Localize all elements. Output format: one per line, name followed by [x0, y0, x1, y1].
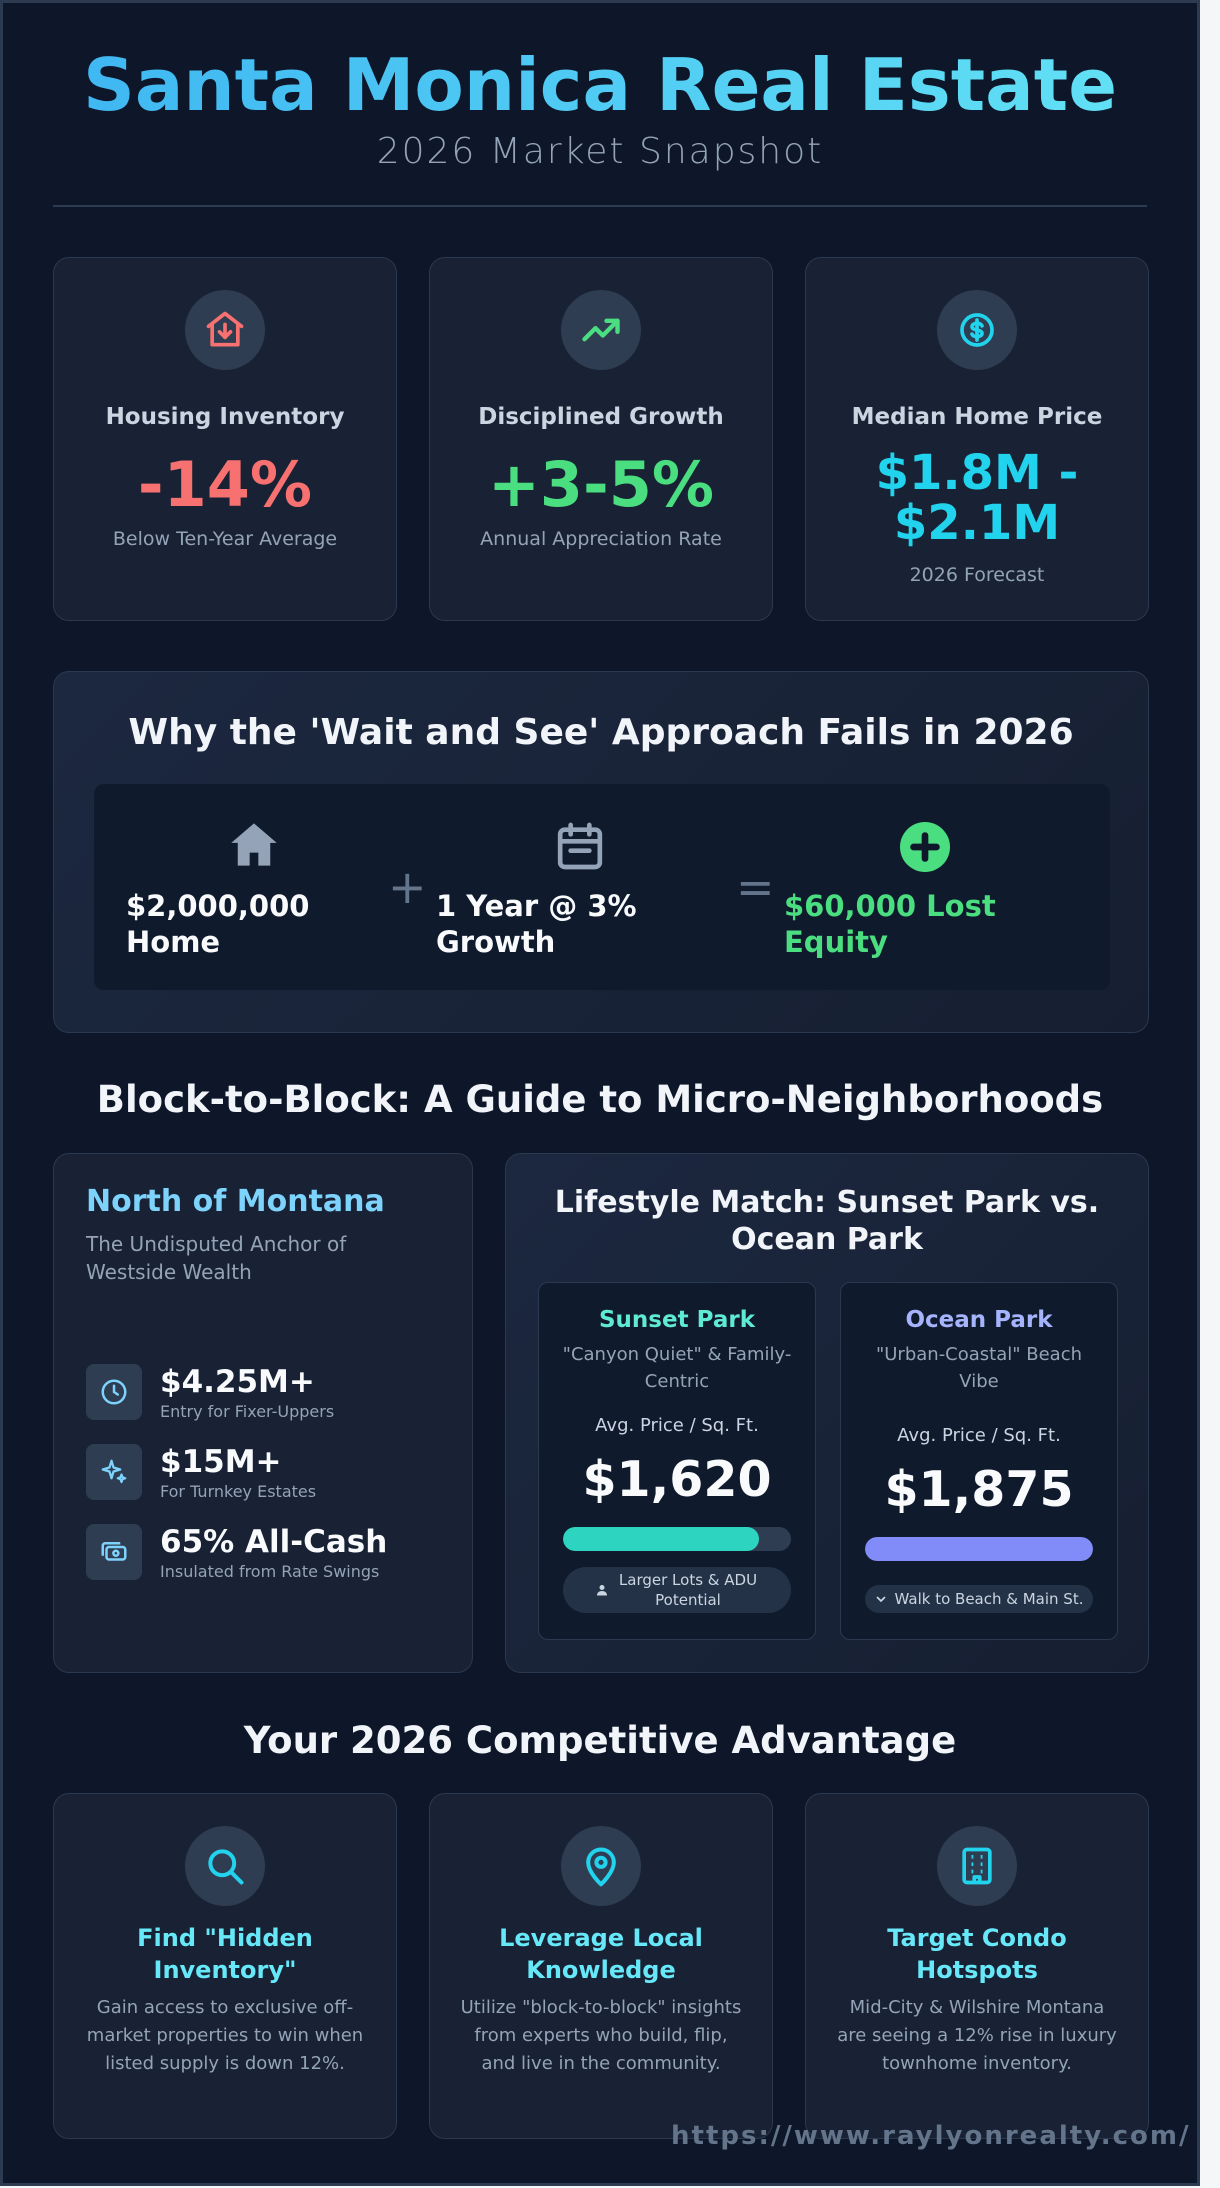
- avg-price-label: Avg. Price / Sq. Ft.: [897, 1425, 1061, 1446]
- lifestyle-title: Lifestyle Match: Sunset Park vs. Ocean P…: [554, 1185, 1100, 1257]
- stat-label: Median Home Price: [851, 404, 1103, 430]
- plus-circle-icon: [900, 822, 950, 876]
- stat-desc: Entry for Fixer-Uppers: [160, 1402, 335, 1421]
- advantage-desc: Mid-City & Wilshire Montana are seeing a…: [837, 1997, 1117, 2074]
- feature-pill: Larger Lots & ADU Potential: [563, 1567, 791, 1613]
- neighborhood-tagline: "Urban-Coastal" Beach Vibe: [875, 1344, 1083, 1392]
- stat-sub: Below Ten-Year Average: [112, 528, 338, 550]
- page-title: Santa Monica Real Estate: [3, 43, 1197, 127]
- advantage-desc: Gain access to exclusive off-market prop…: [86, 1997, 364, 2074]
- price-bar: [865, 1537, 1093, 1561]
- advantage-card-condo-hotspots: Target Condo Hotspots Mid-City & Wilshir…: [805, 1793, 1149, 2139]
- website-link[interactable]: https://www.raylyonrealty.com/: [671, 2121, 1191, 2151]
- stat-value: 65% All-Cash: [160, 1524, 388, 1560]
- ocean-park-card: Ocean Park "Urban-Coastal" Beach Vibe Av…: [840, 1282, 1118, 1640]
- page-subtitle: 2026 Market Snapshot: [376, 131, 824, 172]
- stat-desc: For Turnkey Estates: [160, 1482, 317, 1501]
- stat-value-line2: $2.1M: [893, 495, 1061, 551]
- feature-pill: Walk to Beach & Main St.: [865, 1585, 1093, 1613]
- neighborhood-name: Sunset Park: [598, 1307, 755, 1333]
- stat-label: Housing Inventory: [105, 404, 345, 430]
- section-title: Why the 'Wait and See' Approach Fails in…: [128, 712, 1074, 753]
- house-down-icon: [185, 290, 265, 370]
- advantage-title: Find "Hidden Inventory": [137, 1924, 313, 1984]
- stat-card-growth: Disciplined Growth +3-5% Annual Apprecia…: [429, 257, 773, 621]
- stat-value: $1.8M - $2.1M: [806, 448, 1148, 548]
- advantage-card-local-knowledge: Leverage Local Knowledge Utilize "block-…: [429, 1793, 773, 2139]
- neighborhood-tagline: "Canyon Quiet" & Family-Centric: [562, 1344, 792, 1392]
- neighborhood-title: North of Montana: [86, 1184, 385, 1219]
- wait-and-see-card: Why the 'Wait and See' Approach Fails in…: [53, 671, 1149, 1033]
- price-value: $1,875: [884, 1461, 1074, 1518]
- stat-value: $15M+: [160, 1444, 282, 1480]
- search-icon: [185, 1826, 265, 1906]
- stat-card-inventory: Housing Inventory -14% Below Ten-Year Av…: [53, 257, 397, 621]
- building-icon: [937, 1826, 1017, 1906]
- sparkle-icon: [86, 1444, 142, 1500]
- stat-label: Disciplined Growth: [478, 404, 724, 430]
- advantage-title: Target Condo Hotspots: [887, 1924, 1067, 1984]
- map-pin-icon: [561, 1826, 641, 1906]
- divider: [53, 205, 1147, 207]
- equals-operator: =: [736, 860, 775, 914]
- growth-text: 1 Year @ 3% Growth: [436, 889, 637, 959]
- avg-price-label: Avg. Price / Sq. Ft.: [595, 1415, 759, 1436]
- home-value-text: $2,000,000 Home: [126, 889, 310, 959]
- price-value: $1,620: [582, 1451, 772, 1508]
- price-bar-fill: [563, 1527, 760, 1551]
- lost-equity-text: $60,000 Lost Equity: [784, 889, 996, 959]
- advantage-card-hidden-inventory: Find "Hidden Inventory" Gain access to e…: [53, 1793, 397, 2139]
- north-of-montana-card: North of Montana The Undisputed Anchor o…: [53, 1153, 473, 1673]
- section-title: Block-to-Block: A Guide to Micro-Neighbo…: [96, 1078, 1104, 1121]
- trending-up-icon: [561, 290, 641, 370]
- price-bar-fill: [865, 1537, 1093, 1561]
- advantage-desc: Utilize "block-to-block" insights from e…: [460, 1997, 742, 2074]
- neighborhood-subtitle: The Undisputed Anchor of Westside Wealth: [86, 1232, 347, 1284]
- stat-value: -14%: [137, 448, 313, 521]
- stat-desc: Insulated from Rate Swings: [160, 1562, 380, 1581]
- stat-value-line1: $1.8M -: [875, 445, 1079, 501]
- advantage-title: Leverage Local Knowledge: [499, 1924, 703, 1984]
- lifestyle-match-card: Lifestyle Match: Sunset Park vs. Ocean P…: [505, 1153, 1149, 1673]
- chevron-down-icon: [875, 1593, 887, 1605]
- calendar-icon: [552, 818, 608, 878]
- house-icon: [228, 818, 280, 874]
- cash-icon: [86, 1524, 142, 1580]
- stat-sub: Annual Appreciation Rate: [480, 528, 722, 550]
- clock-icon: [86, 1364, 142, 1420]
- section-title: Your 2026 Competitive Advantage: [243, 1719, 957, 1762]
- stat-value: $4.25M+: [160, 1364, 315, 1400]
- neighborhood-name: Ocean Park: [905, 1307, 1053, 1333]
- person-icon: [596, 1584, 608, 1596]
- sunset-park-card: Sunset Park "Canyon Quiet" & Family-Cent…: [538, 1282, 816, 1640]
- dollar-coin-icon: [937, 290, 1017, 370]
- stat-value: +3-5%: [487, 448, 715, 521]
- price-bar: [563, 1527, 791, 1551]
- stat-sub: 2026 Forecast: [909, 564, 1045, 586]
- stat-card-median-price: Median Home Price $1.8M - $2.1M 2026 For…: [805, 257, 1149, 621]
- equation-panel: $2,000,000 Home + 1 Year @ 3% Growth = $…: [94, 784, 1110, 990]
- plus-operator: +: [388, 860, 427, 914]
